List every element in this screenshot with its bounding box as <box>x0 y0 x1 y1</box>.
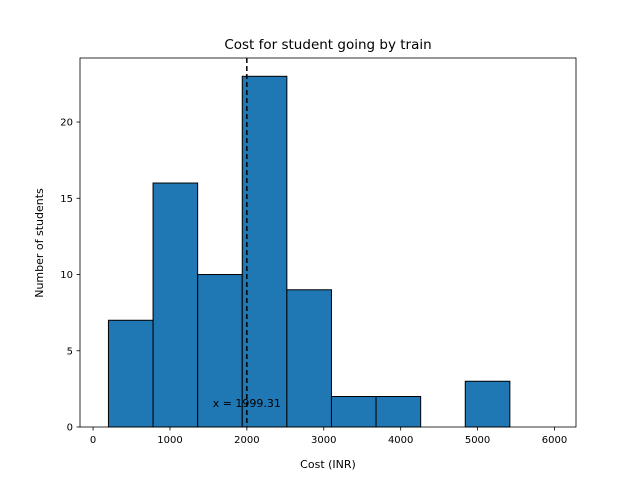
x-tick-label: 5000 <box>465 435 490 446</box>
plot-area-frame <box>79 57 577 428</box>
bars-group <box>107 75 511 428</box>
y-tick-label: 0 <box>67 423 73 434</box>
y-tick-label: 15 <box>60 194 73 205</box>
x-axis-label: Cost (INR) <box>300 458 356 471</box>
y-tick-label: 10 <box>60 270 73 281</box>
annotation-group: x = 1999.31 <box>213 397 281 410</box>
histogram-bar-5 <box>330 396 377 428</box>
x-tick-label: 6000 <box>542 435 567 446</box>
histogram-bar-2 <box>197 274 243 428</box>
y-axis-label: Number of students <box>33 188 46 298</box>
chart-title: Cost for student going by train <box>224 37 431 53</box>
y-tick-label: 20 <box>60 118 73 129</box>
x-tick-label: 2000 <box>234 435 259 446</box>
y-axis-ticks: 0 5 10 15 20 <box>60 118 80 434</box>
x-axis-ticks: 0 1000 2000 3000 4000 5000 6000 <box>90 427 567 446</box>
x-tick-label: 3000 <box>311 435 336 446</box>
histogram-bar-6 <box>375 396 422 428</box>
x-tick-label: 0 <box>90 435 96 446</box>
mean-annotation-label: x = 1999.31 <box>213 397 281 410</box>
x-tick-label: 1000 <box>157 435 182 446</box>
histogram-bar-0 <box>107 319 154 428</box>
histogram-bar-1 <box>152 182 199 428</box>
x-tick-label: 4000 <box>388 435 413 446</box>
y-tick-label: 5 <box>67 346 73 357</box>
histogram-bar-3 <box>241 75 288 428</box>
histogram-bar-8 <box>464 380 511 428</box>
histogram-bar-4 <box>286 289 332 428</box>
